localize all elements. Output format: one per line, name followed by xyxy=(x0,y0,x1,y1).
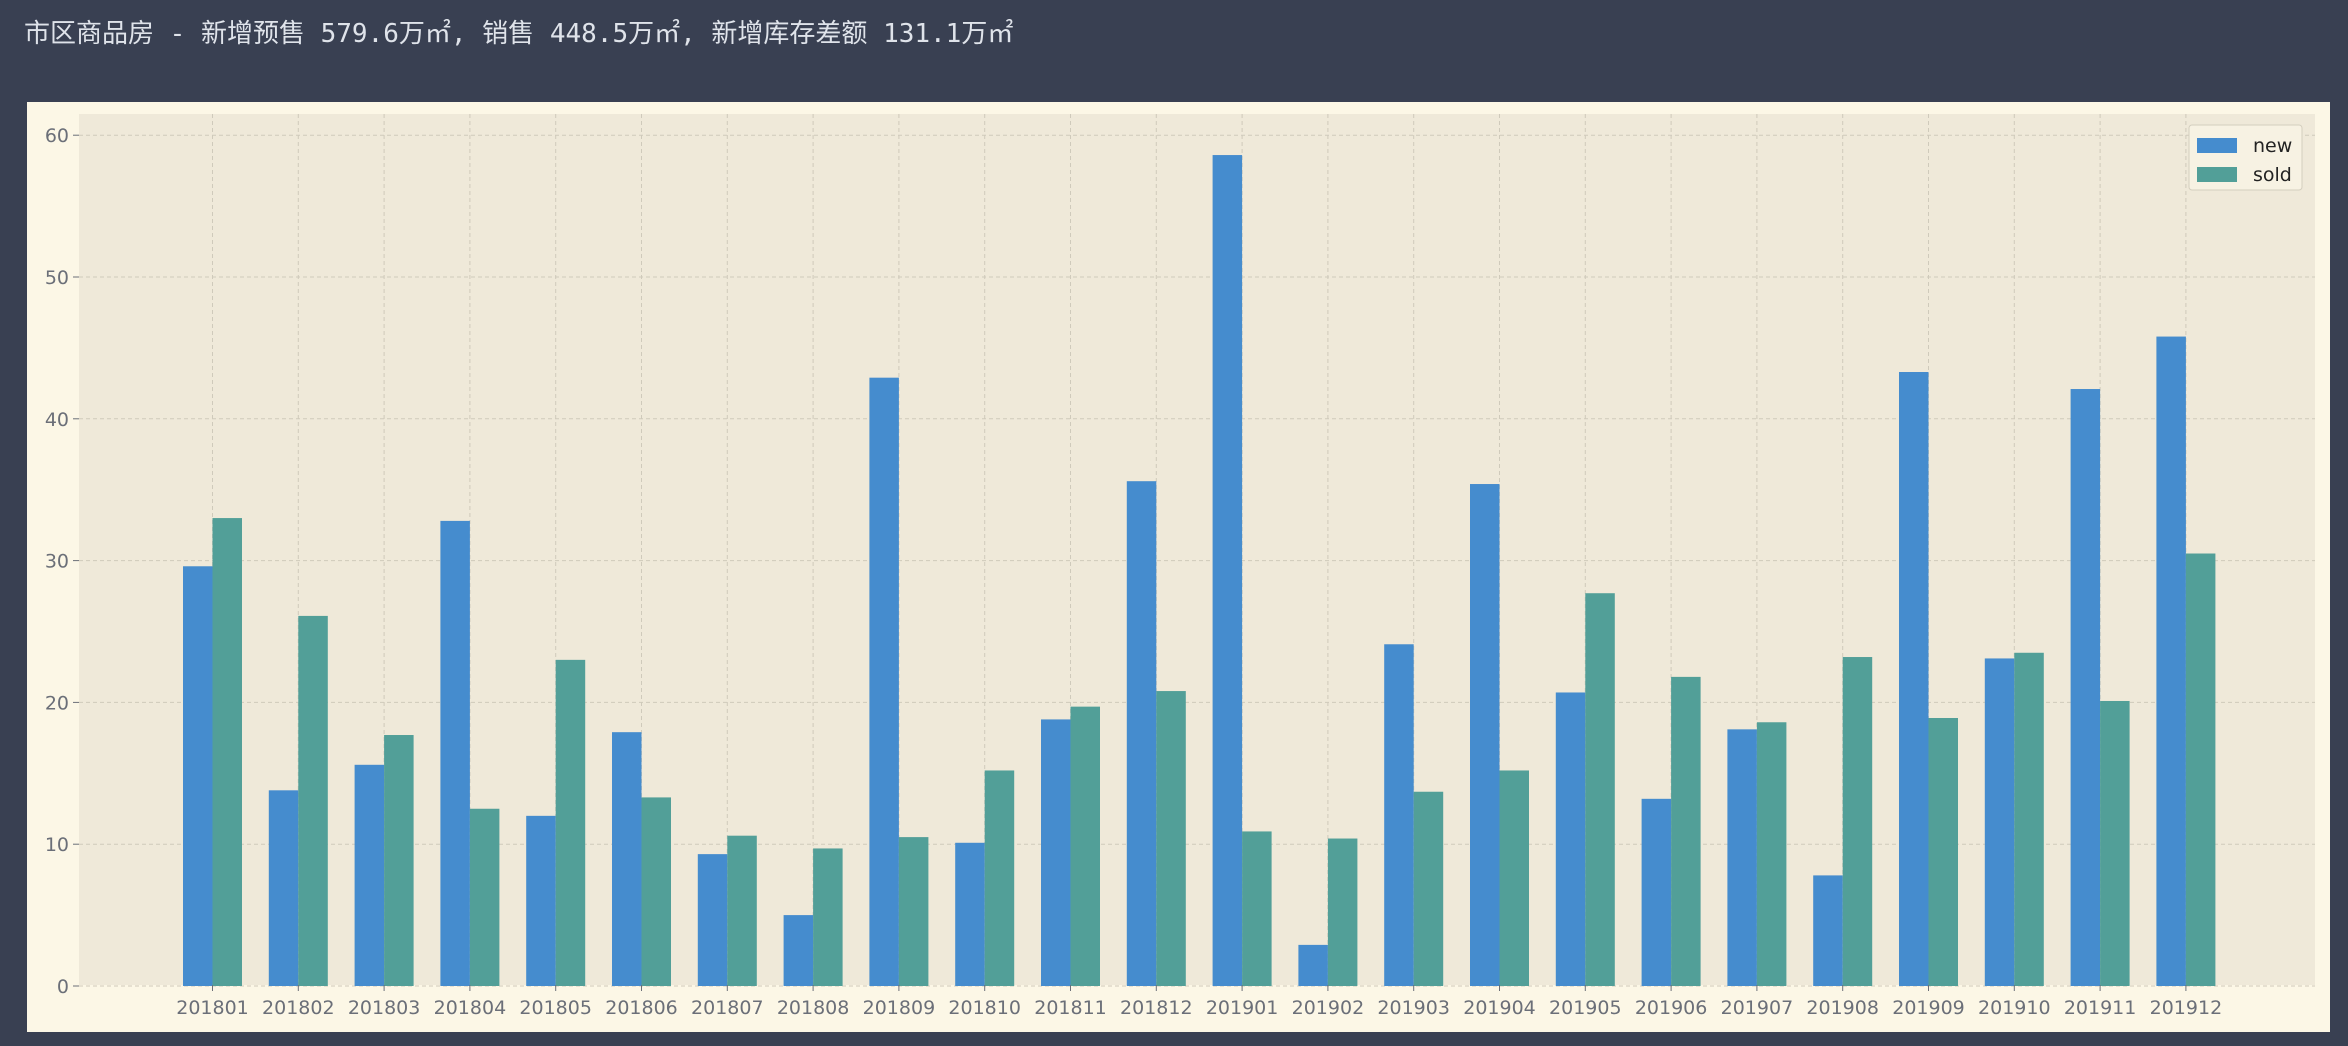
x-tick-label: 201812 xyxy=(1120,997,1193,1019)
x-tick-label: 201804 xyxy=(434,997,507,1019)
bar-sold-201803 xyxy=(384,735,414,986)
bar-new-201906 xyxy=(1641,798,1672,986)
bar-new-201904 xyxy=(1470,484,1500,986)
bar-sold-201910 xyxy=(2014,652,2044,986)
x-tick-label: 201807 xyxy=(691,997,764,1019)
bar-new-201907 xyxy=(1727,729,1757,986)
bar-chart: 0 10 20 30 40 50 60 201801 201802 201803 201804 201… xyxy=(45,114,2315,1019)
bar-sold-201912 xyxy=(2185,553,2216,986)
bar-new-201801 xyxy=(183,566,213,986)
bar-new-201804 xyxy=(440,520,470,986)
bar-new-201802 xyxy=(268,790,299,986)
bar-sold-201811 xyxy=(1070,706,1100,986)
bar-new-201805 xyxy=(526,815,556,986)
bar-new-201809 xyxy=(869,377,899,987)
bar-new-201909 xyxy=(1899,372,1929,987)
x-tick-label: 201810 xyxy=(948,997,1021,1019)
bar-new-201912 xyxy=(2156,336,2186,986)
bar-sold-201908 xyxy=(1842,657,1873,986)
bar-new-201807 xyxy=(697,854,728,986)
bar-new-201911 xyxy=(2070,389,2101,987)
y-tick-label: 30 xyxy=(45,551,69,573)
bar-new-201812 xyxy=(1126,481,1157,986)
bar-sold-201808 xyxy=(813,848,843,986)
x-tick-label: 201907 xyxy=(1721,997,1794,1019)
y-tick-label: 50 xyxy=(45,267,69,289)
x-tick-label: 201801 xyxy=(176,997,249,1019)
legend-label-sold: sold xyxy=(2253,164,2292,186)
bar-sold-201902 xyxy=(1327,838,1358,986)
x-tick-label: 201903 xyxy=(1377,997,1450,1019)
plot-area xyxy=(79,114,2315,985)
bar-sold-201905 xyxy=(1585,593,1615,986)
bar-new-201908 xyxy=(1813,875,1843,986)
x-tick-label: 201912 xyxy=(2150,997,2223,1019)
bar-sold-201806 xyxy=(641,797,671,986)
x-tick-label: 201803 xyxy=(348,997,421,1019)
x-tick-label: 201908 xyxy=(1806,997,1879,1019)
bar-sold-201810 xyxy=(984,770,1015,986)
bar-sold-201909 xyxy=(1928,717,1958,986)
y-tick-label: 40 xyxy=(45,409,69,431)
bar-sold-201801 xyxy=(212,518,242,986)
bar-new-201806 xyxy=(612,732,642,986)
bar-sold-201807 xyxy=(727,835,757,986)
bar-sold-201904 xyxy=(1499,770,1529,986)
bar-sold-201911 xyxy=(2100,700,2130,986)
bar-sold-201903 xyxy=(1413,791,1444,986)
x-tick-label: 201909 xyxy=(1892,997,1965,1019)
bar-sold-201906 xyxy=(1671,676,1701,986)
y-tick-label: 60 xyxy=(45,125,69,147)
bar-new-201808 xyxy=(783,915,814,986)
bar-sold-201802 xyxy=(298,615,328,986)
chart-panel: 0 10 20 30 40 50 60 201801 201802 201803 201804 201… xyxy=(27,102,2330,1032)
x-tick-label: 201806 xyxy=(605,997,678,1019)
x-tick-label: 201902 xyxy=(1292,997,1365,1019)
bar-sold-201812 xyxy=(1156,691,1186,986)
bars xyxy=(183,155,2216,987)
axes: 0 10 20 30 40 50 60 201801 201802 201803 201804 201… xyxy=(45,125,2222,1019)
bar-sold-201901 xyxy=(1242,831,1272,986)
page-title: 市区商品房 - 新增预售 579.6万㎡, 销售 448.5万㎡, 新增库存差额… xyxy=(24,19,1014,49)
x-tick-label: 201802 xyxy=(262,997,335,1019)
x-tick-label: 201904 xyxy=(1463,997,1536,1019)
bar-sold-201804 xyxy=(469,808,500,986)
bar-new-201910 xyxy=(1984,658,2015,986)
legend-label-new: new xyxy=(2253,135,2292,157)
bar-new-201810 xyxy=(955,842,985,986)
x-tick-label: 201808 xyxy=(777,997,850,1019)
bar-new-201803 xyxy=(354,764,385,986)
bar-sold-201805 xyxy=(555,659,586,986)
y-tick-label: 10 xyxy=(45,834,69,856)
x-tick-label: 201805 xyxy=(519,997,592,1019)
bar-new-201902 xyxy=(1298,944,1328,986)
bar-new-201905 xyxy=(1555,692,1586,986)
y-tick-label: 20 xyxy=(45,692,69,714)
x-tick-label: 201910 xyxy=(1978,997,2051,1019)
legend-swatch-new xyxy=(2197,138,2237,153)
x-tick-label: 201906 xyxy=(1635,997,1708,1019)
legend: new sold xyxy=(2188,124,2303,191)
bar-new-201901 xyxy=(1212,155,1243,986)
bar-sold-201809 xyxy=(898,837,929,986)
x-tick-label: 201811 xyxy=(1034,997,1107,1019)
x-tick-label: 201911 xyxy=(2064,997,2137,1019)
bar-sold-201907 xyxy=(1756,722,1787,986)
x-tick-label: 201905 xyxy=(1549,997,1622,1019)
bar-new-201903 xyxy=(1384,644,1414,986)
x-tick-label: 201901 xyxy=(1206,997,1279,1019)
bar-new-201811 xyxy=(1041,719,1071,986)
legend-swatch-sold xyxy=(2197,167,2237,182)
x-tick-label: 201809 xyxy=(863,997,936,1019)
y-tick-label: 0 xyxy=(57,976,69,998)
